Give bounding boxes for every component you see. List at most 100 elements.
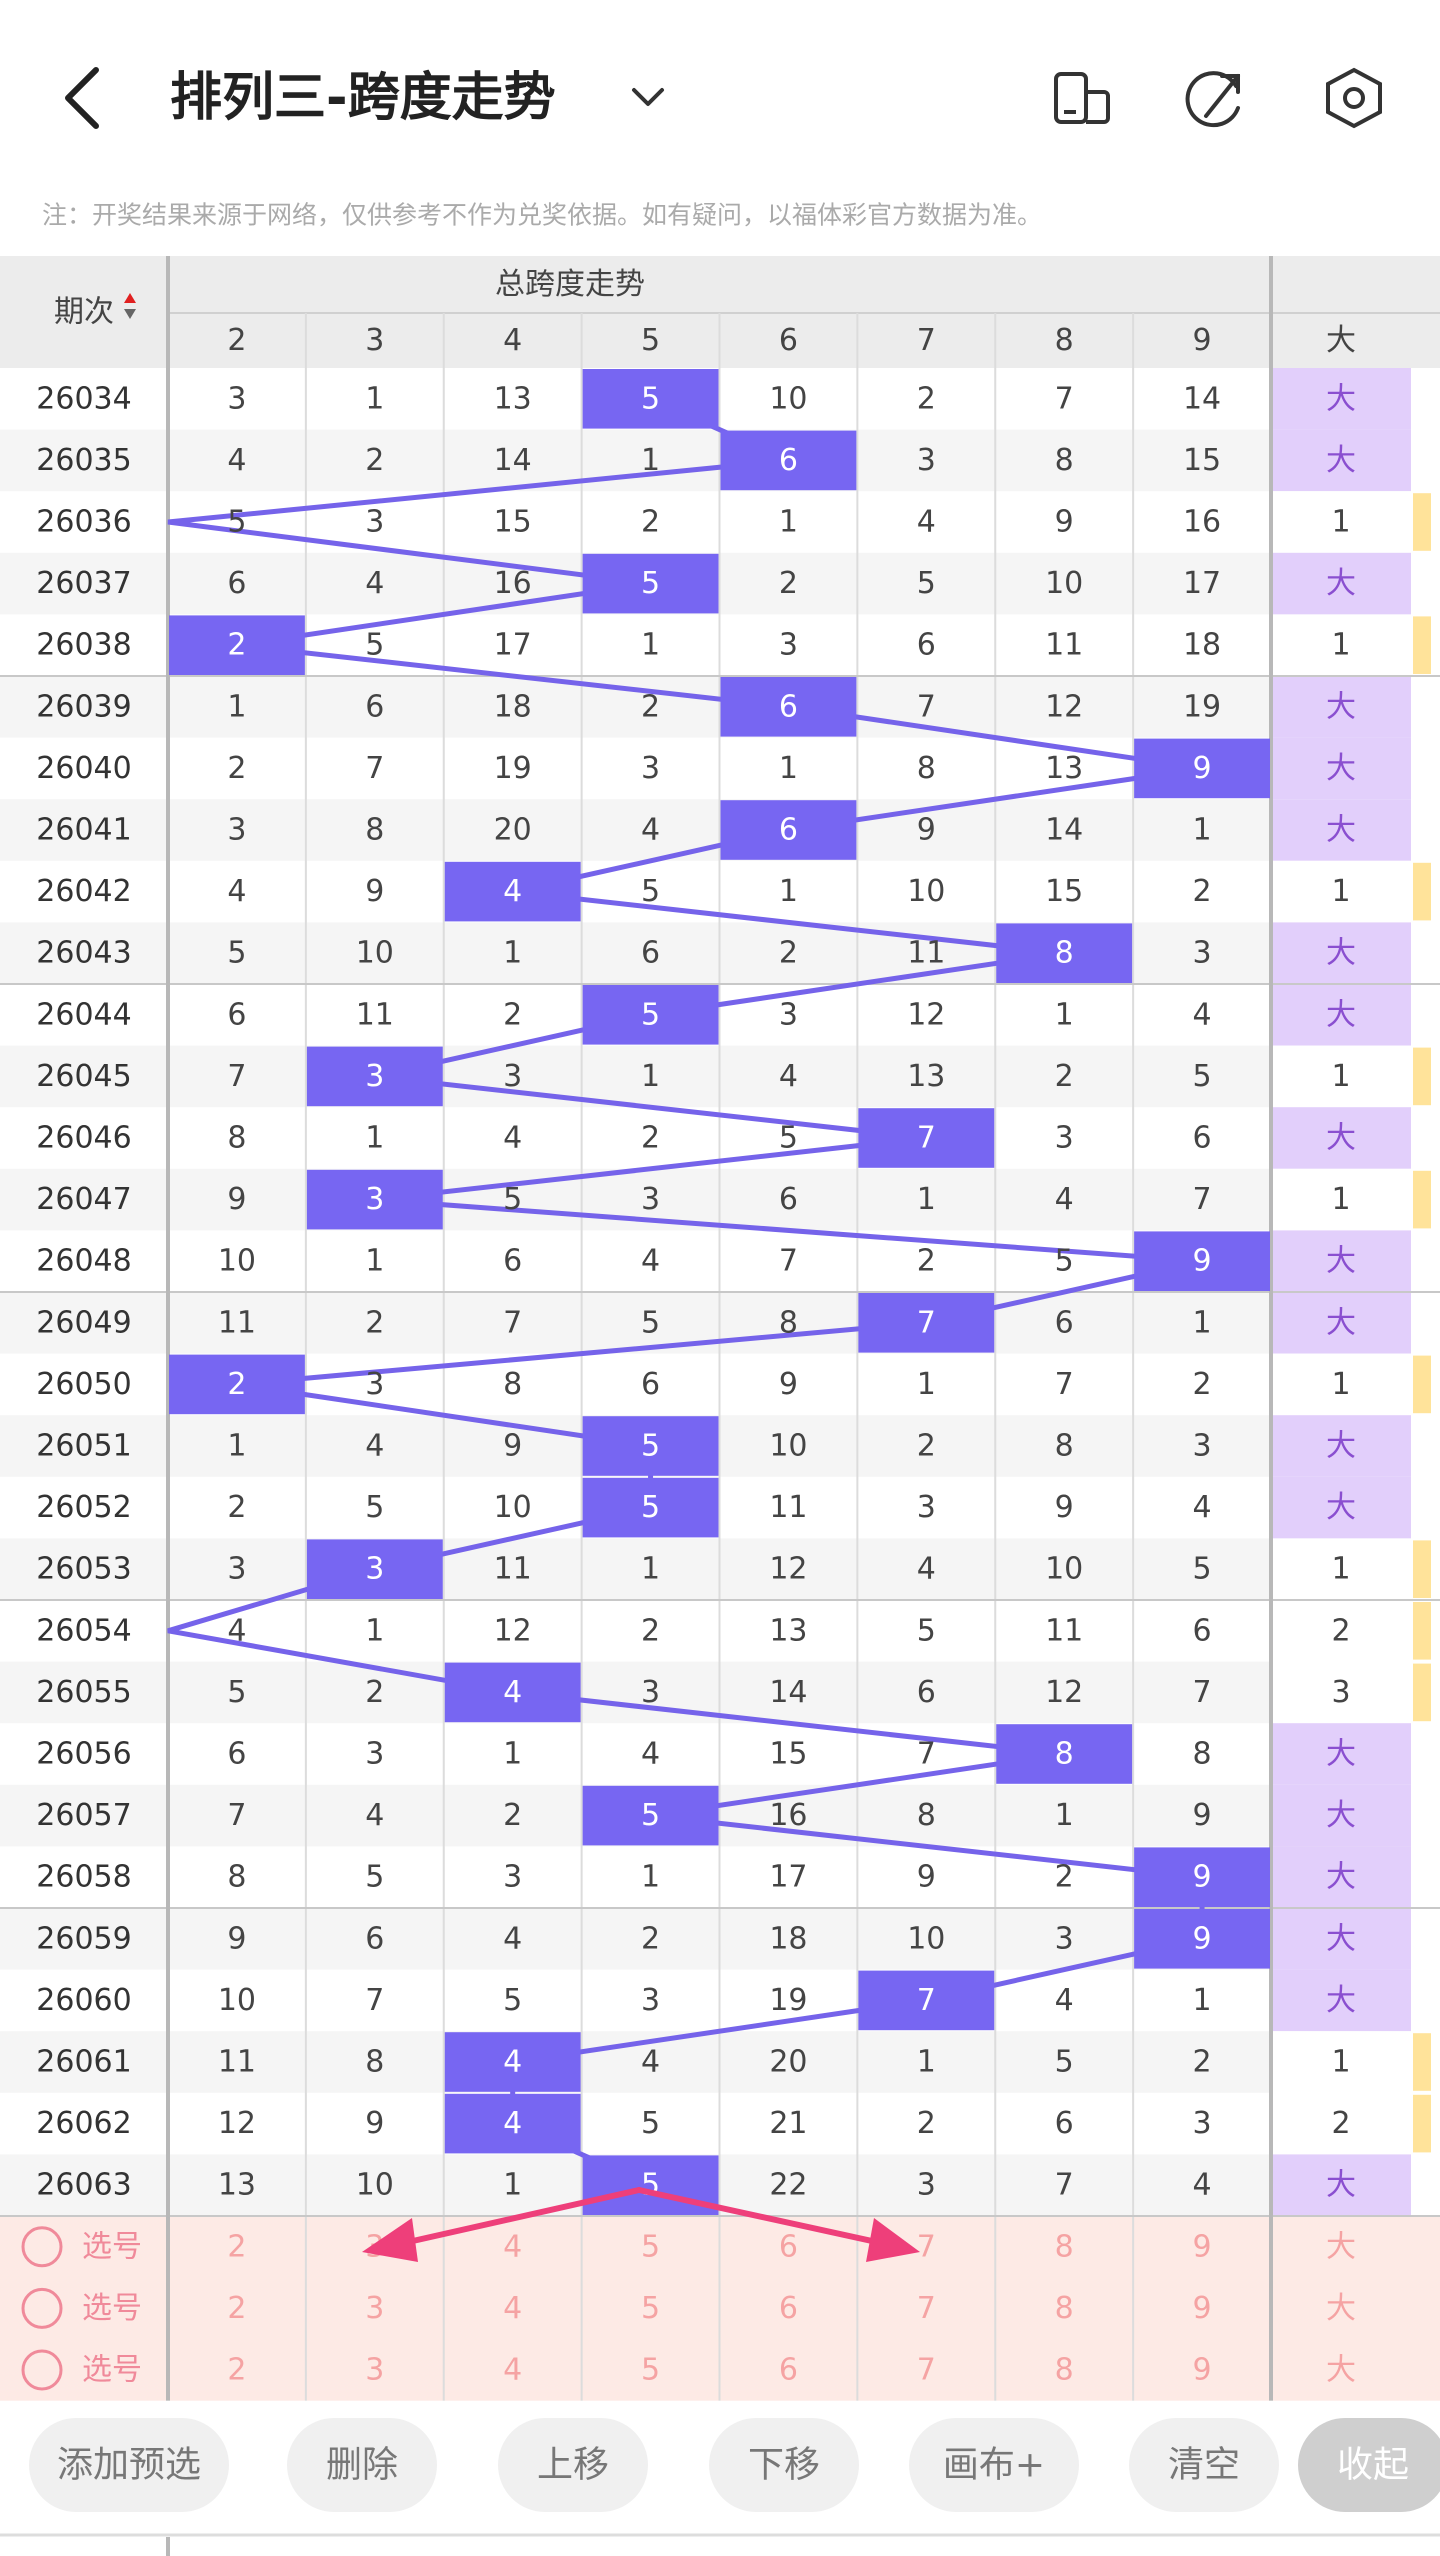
yellow-marker bbox=[1413, 2094, 1431, 2153]
action-button[interactable]: 添加预选 bbox=[57, 2445, 201, 2486]
extra-cell-bg bbox=[1271, 1045, 1411, 1108]
select-number[interactable]: 6 bbox=[779, 2353, 798, 2388]
omission-value: 9 bbox=[1055, 1490, 1074, 1525]
title-dropdown[interactable] bbox=[632, 88, 664, 106]
omission-value: 5 bbox=[503, 1983, 522, 2018]
sort-down[interactable] bbox=[124, 309, 136, 319]
select-number[interactable]: 6 bbox=[779, 2229, 798, 2264]
select-number[interactable]: 9 bbox=[1193, 2291, 1212, 2326]
omission-value: 1 bbox=[1055, 997, 1074, 1032]
extra-cell-bg bbox=[1271, 1908, 1411, 1970]
period: 26045 bbox=[36, 1059, 131, 1094]
action-button[interactable]: 画布+ bbox=[943, 2445, 1045, 2486]
select-number[interactable]: 8 bbox=[1055, 2229, 1074, 2264]
button-bg[interactable] bbox=[287, 2418, 437, 2512]
select-number[interactable]: 4 bbox=[503, 2229, 522, 2264]
select-number[interactable]: 7 bbox=[917, 2353, 936, 2388]
select-extra[interactable]: 大 bbox=[1326, 2229, 1356, 2264]
select-number[interactable]: 5 bbox=[641, 2353, 660, 2388]
select-number[interactable]: 8 bbox=[1055, 2291, 1074, 2326]
column-header: 6 bbox=[779, 323, 798, 358]
omission-value: 2 bbox=[227, 1490, 246, 1525]
extra-cell-bg bbox=[1271, 2154, 1411, 2216]
hit-value: 8 bbox=[1055, 1737, 1074, 1772]
settings-icon[interactable] bbox=[1326, 67, 1382, 129]
hit-value: 5 bbox=[641, 997, 660, 1032]
button-bg[interactable] bbox=[1129, 2418, 1279, 2512]
omission-value: 12 bbox=[1045, 689, 1083, 724]
omission-value: 7 bbox=[503, 1305, 522, 1340]
button-bg[interactable] bbox=[29, 2418, 229, 2512]
hit-cell bbox=[169, 615, 305, 675]
select-number[interactable]: 2 bbox=[227, 2353, 246, 2388]
select-radio[interactable] bbox=[21, 2349, 63, 2391]
omission-value: 3 bbox=[1193, 1429, 1212, 1464]
select-number[interactable]: 9 bbox=[1193, 2353, 1212, 2388]
layout-icon[interactable] bbox=[1054, 72, 1110, 124]
select-number[interactable]: 5 bbox=[641, 2229, 660, 2264]
yellow-marker bbox=[1413, 493, 1431, 551]
hit-value: 4 bbox=[503, 874, 522, 909]
button-bg[interactable] bbox=[498, 2418, 648, 2512]
omission-value: 5 bbox=[227, 936, 246, 971]
yellow-marker bbox=[1413, 1540, 1431, 1598]
select-number[interactable]: 6 bbox=[779, 2291, 798, 2326]
select-label[interactable]: 选号 bbox=[82, 2291, 142, 2326]
action-button[interactable]: 删除 bbox=[326, 2445, 398, 2486]
omission-value: 22 bbox=[769, 2168, 807, 2203]
action-button[interactable]: 收起 bbox=[1337, 2445, 1409, 2486]
omission-value: 2 bbox=[917, 381, 936, 416]
hit-value: 7 bbox=[917, 1305, 936, 1340]
omission-value: 6 bbox=[641, 1367, 660, 1402]
button-bg[interactable] bbox=[909, 2418, 1079, 2512]
omission-value: 4 bbox=[641, 813, 660, 848]
extra-cell-bg bbox=[1271, 860, 1411, 923]
sort-up[interactable] bbox=[124, 293, 136, 303]
row-bg bbox=[0, 1908, 1271, 1970]
button-bg[interactable] bbox=[709, 2418, 859, 2512]
period: 26043 bbox=[36, 936, 131, 971]
period: 26050 bbox=[36, 1367, 131, 1402]
select-radio[interactable] bbox=[21, 2287, 63, 2329]
action-button[interactable]: 清空 bbox=[1168, 2445, 1240, 2486]
select-number[interactable]: 2 bbox=[227, 2229, 246, 2264]
omission-value: 14 bbox=[769, 1675, 807, 1710]
select-number[interactable]: 9 bbox=[1193, 2229, 1212, 2264]
select-number[interactable]: 2 bbox=[227, 2291, 246, 2326]
omission-value: 6 bbox=[1055, 1305, 1074, 1340]
share-icon[interactable] bbox=[1185, 71, 1240, 128]
omission-value: 4 bbox=[1055, 1182, 1074, 1217]
select-number[interactable]: 5 bbox=[641, 2291, 660, 2326]
extra-value: 大 bbox=[1326, 936, 1356, 971]
omission-value: 8 bbox=[1055, 443, 1074, 478]
button-bg[interactable] bbox=[1298, 2418, 1440, 2512]
action-button[interactable]: 上移 bbox=[537, 2445, 609, 2486]
hit-cell bbox=[582, 1785, 719, 1846]
extra-value: 大 bbox=[1326, 1798, 1356, 1833]
select-number[interactable]: 8 bbox=[1055, 2353, 1074, 2388]
select-number[interactable]: 7 bbox=[917, 2291, 936, 2326]
omission-value: 4 bbox=[779, 1059, 798, 1094]
select-label[interactable]: 选号 bbox=[82, 2353, 142, 2388]
omission-value: 2 bbox=[917, 1429, 936, 1464]
select-radio[interactable] bbox=[21, 2226, 63, 2268]
omission-value: 10 bbox=[356, 936, 394, 971]
select-number[interactable]: 4 bbox=[503, 2291, 522, 2326]
action-button[interactable]: 下移 bbox=[748, 2445, 820, 2486]
select-label[interactable]: 选号 bbox=[82, 2229, 142, 2264]
back-button[interactable] bbox=[65, 67, 99, 129]
select-extra[interactable]: 大 bbox=[1326, 2353, 1356, 2388]
hit-cell bbox=[306, 1169, 443, 1230]
omission-value: 4 bbox=[1193, 2168, 1212, 2203]
select-number[interactable]: 7 bbox=[917, 2229, 936, 2264]
omission-value: 1 bbox=[365, 1613, 384, 1648]
select-number[interactable]: 4 bbox=[503, 2353, 522, 2388]
column-header: 3 bbox=[365, 323, 384, 358]
select-extra[interactable]: 大 bbox=[1326, 2291, 1356, 2326]
select-number[interactable]: 3 bbox=[365, 2291, 384, 2326]
omission-value: 9 bbox=[365, 2106, 384, 2141]
omission-value: 5 bbox=[503, 1182, 522, 1217]
select-number[interactable]: 3 bbox=[365, 2353, 384, 2388]
omission-value: 8 bbox=[917, 1798, 936, 1833]
omission-value: 12 bbox=[218, 2106, 256, 2141]
